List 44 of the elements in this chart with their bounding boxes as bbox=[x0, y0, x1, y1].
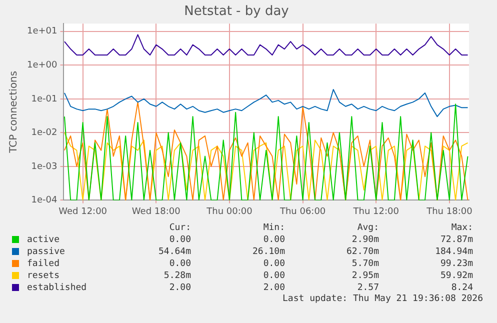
y-tick-label: 1e-01 bbox=[31, 94, 58, 104]
text: 0.00 bbox=[262, 270, 285, 282]
y-tick-label: 1e-04 bbox=[31, 196, 58, 206]
chart-title: Netstat - by day bbox=[184, 4, 290, 20]
text: 54.64m bbox=[157, 246, 191, 258]
text: 0.00 bbox=[262, 258, 285, 270]
text: 5.70m bbox=[350, 258, 379, 270]
legend-label: established bbox=[26, 282, 88, 294]
text: 184.94m bbox=[434, 246, 473, 258]
text: 62.70m bbox=[345, 246, 379, 258]
legend-label: resets bbox=[26, 270, 61, 282]
x-tick-label: Thu 06:00 bbox=[278, 206, 326, 217]
y-tick-label: 1e+01 bbox=[26, 26, 58, 37]
y-axis-title: TCP connections bbox=[8, 70, 20, 154]
text: 2.00 bbox=[168, 282, 191, 294]
text: 8.24 bbox=[450, 282, 473, 294]
text: 99.23m bbox=[439, 258, 473, 270]
y-tick-label: 1e+00 bbox=[26, 60, 58, 70]
text: 2.90m bbox=[350, 234, 379, 246]
text: 2.00 bbox=[262, 282, 285, 294]
text: 26.10m bbox=[251, 246, 285, 258]
text: 72.87m bbox=[439, 234, 473, 246]
legend-label: passive bbox=[26, 246, 66, 258]
text: 5.28m bbox=[162, 270, 191, 282]
text: 2.57 bbox=[356, 282, 379, 294]
text: 0.00 bbox=[168, 234, 191, 246]
text: Avg: bbox=[356, 222, 379, 234]
legend-label: active bbox=[26, 234, 61, 246]
x-tick-label: Wed 12:00 bbox=[58, 206, 108, 217]
text: 0.00 bbox=[262, 234, 285, 246]
text: Min: bbox=[262, 222, 285, 234]
y-tick-label: 1e-03 bbox=[31, 162, 58, 172]
text: 2.95m bbox=[350, 270, 379, 282]
x-tick-label: Thu 18:00 bbox=[426, 206, 473, 217]
legend-label: failed bbox=[26, 258, 61, 270]
x-tick-label: Thu 12:00 bbox=[352, 206, 400, 217]
text: Last update: Thu May 21 19:36:08 2026 bbox=[282, 294, 483, 304]
text: Cur: bbox=[168, 222, 191, 234]
x-tick-label: Thu 00:00 bbox=[206, 206, 253, 217]
y-tick-label: 1e-02 bbox=[31, 128, 58, 138]
x-tick-label: Wed 18:00 bbox=[132, 206, 181, 217]
text: 59.92m bbox=[439, 270, 473, 282]
text: 0.00 bbox=[168, 258, 191, 270]
text: Max: bbox=[450, 222, 473, 234]
